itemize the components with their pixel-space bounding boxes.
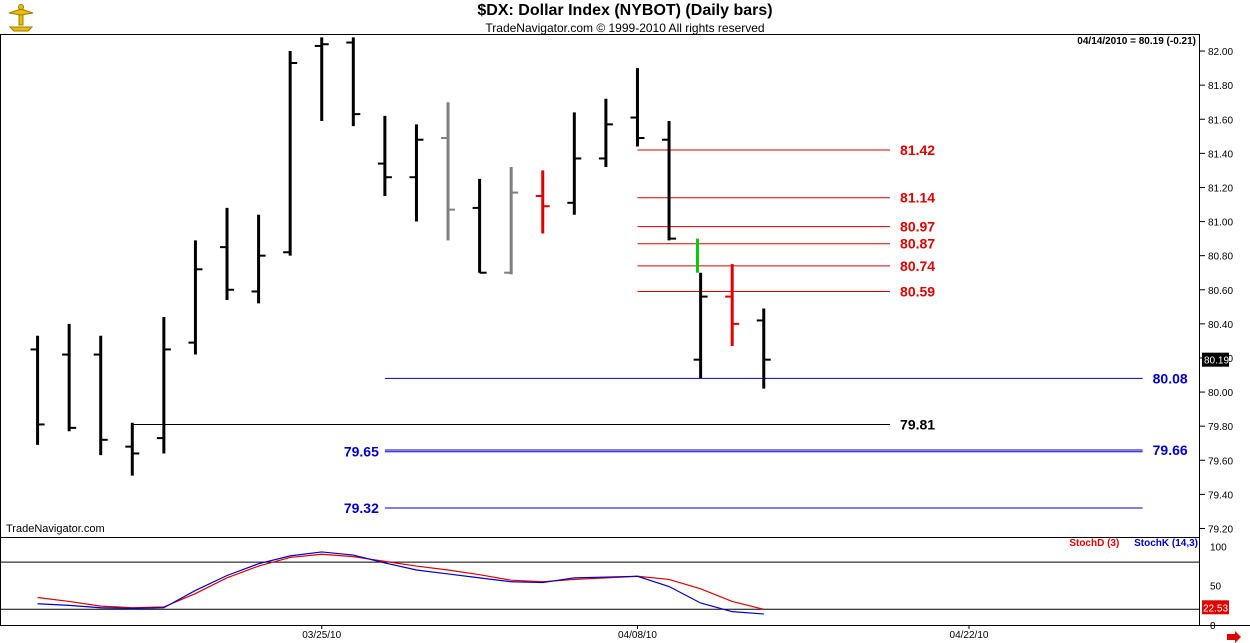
price-axis-label: 79.60 xyxy=(1208,456,1233,467)
price-axis-label: 80.80 xyxy=(1208,252,1233,263)
level-label: 79.66 xyxy=(1153,442,1188,458)
price-axis-label: 81.00 xyxy=(1208,218,1233,229)
scroll-right-arrow-icon[interactable] xyxy=(1226,631,1242,643)
price-axis-label: 80.60 xyxy=(1208,286,1233,297)
stochastic-legend: StochD (3) StochK (14,3) xyxy=(1069,538,1198,549)
price-axis-label: 80.40 xyxy=(1208,320,1233,331)
last-price-info: 04/14/2010 = 80.19 (-0.21) xyxy=(1077,36,1196,47)
price-axis-label: 79.40 xyxy=(1208,490,1233,501)
level-label: 80.08 xyxy=(1153,370,1188,386)
level-label: 79.32 xyxy=(344,500,379,516)
price-axis-label: 81.60 xyxy=(1208,115,1233,126)
chart-subtitle: TradeNavigator.com © 1999-2010 All right… xyxy=(485,21,765,35)
price-axis-label: 79.20 xyxy=(1208,524,1233,535)
watermark: TradeNavigator.com xyxy=(6,523,105,535)
price-axis-label: 81.40 xyxy=(1208,149,1233,160)
level-label: 80.59 xyxy=(900,283,935,299)
stochastic-axis-label: 50 xyxy=(1210,582,1222,593)
level-label: 79.65 xyxy=(344,444,379,460)
price-axis-label: 81.20 xyxy=(1208,183,1233,194)
level-label: 81.14 xyxy=(900,190,935,206)
stochastic-panel-frame xyxy=(0,537,1200,626)
price-axis-label: 79.80 xyxy=(1208,422,1233,433)
stochastic-axis-label: 0 xyxy=(1210,621,1216,632)
level-label: 80.87 xyxy=(900,236,935,252)
stoch-d-line xyxy=(37,553,764,610)
chart-title: $DX: Dollar Index (NYBOT) (Daily bars) xyxy=(477,2,773,19)
stochastic-axis-label: 100 xyxy=(1210,542,1227,553)
current-price-label: 80.19 xyxy=(1204,356,1229,367)
stoch-k-legend: StochK (14,3) xyxy=(1134,538,1198,549)
stoch-d-legend: StochD (3) xyxy=(1069,538,1120,549)
level-label: 80.74 xyxy=(900,258,935,274)
time-axis-label: 03/25/10 xyxy=(302,630,341,641)
time-axis-label: 04/08/10 xyxy=(618,630,657,641)
level-label: 80.97 xyxy=(900,219,935,235)
stoch-k-line xyxy=(37,551,764,615)
price-axis-label: 80.00 xyxy=(1208,388,1233,399)
stochastic-current-box xyxy=(1202,600,1229,615)
current-price-box xyxy=(1202,352,1229,367)
stochastic-current-label: 22.53 xyxy=(1203,603,1228,614)
trade-navigator-logo xyxy=(8,4,34,32)
time-axis-label: 04/22/10 xyxy=(950,630,989,641)
price-axis-label: 82.00 xyxy=(1208,47,1233,58)
level-label: 81.42 xyxy=(900,142,935,158)
price-axis-label: 81.80 xyxy=(1208,81,1233,92)
level-label: 79.81 xyxy=(900,416,935,432)
price-panel-frame xyxy=(0,34,1200,538)
